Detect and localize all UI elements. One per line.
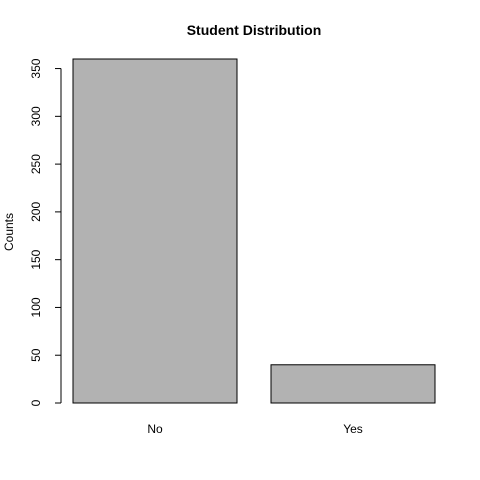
bar-yes xyxy=(270,364,436,404)
y-tick-label: 250 xyxy=(29,154,43,174)
category-labels: No Yes xyxy=(147,422,362,436)
y-tick-label: 0 xyxy=(29,399,43,406)
chart-title: Student Distribution xyxy=(187,22,322,38)
y-tick-label: 150 xyxy=(29,249,43,269)
y-tick-label: 200 xyxy=(29,202,43,222)
category-label-yes: Yes xyxy=(343,422,363,436)
bar-no xyxy=(72,58,238,404)
y-axis-label: Counts xyxy=(2,213,16,251)
y-axis: 0 50 100 150 200 250 300 350 xyxy=(29,58,62,406)
y-tick-label: 350 xyxy=(29,58,43,78)
y-tick-label: 50 xyxy=(29,348,43,362)
bars-group xyxy=(72,58,436,404)
y-tick-label: 100 xyxy=(29,297,43,317)
y-tick-label: 300 xyxy=(29,106,43,126)
category-label-no: No xyxy=(147,422,163,436)
